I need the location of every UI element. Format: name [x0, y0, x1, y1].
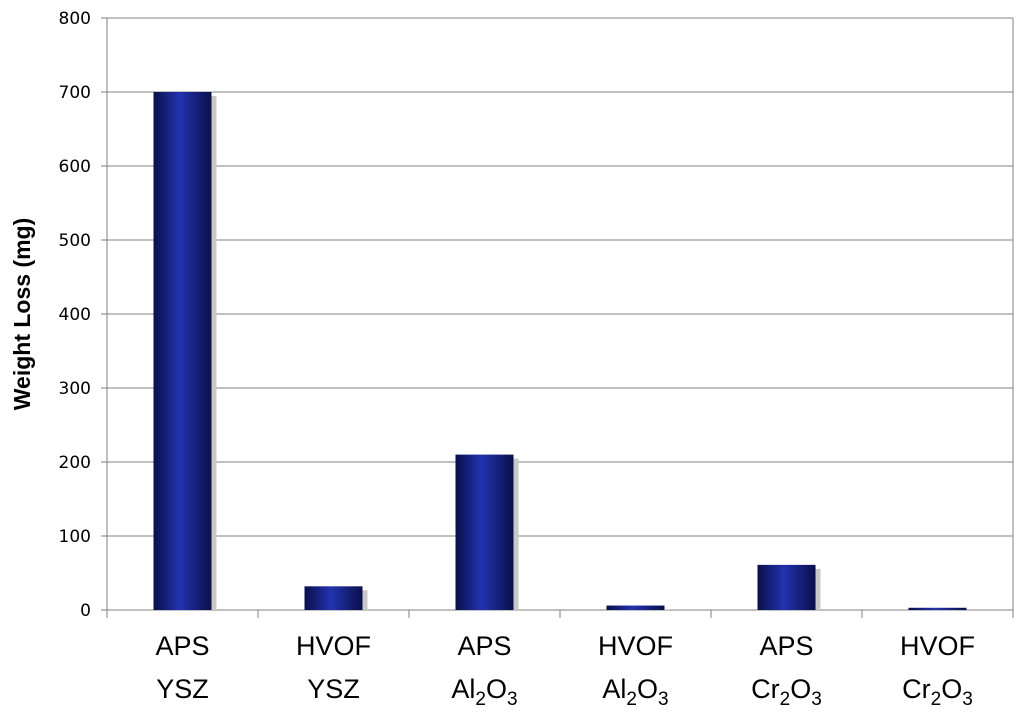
bar — [153, 92, 212, 610]
bar — [304, 586, 363, 610]
x-category-label-line1: HVOF — [598, 631, 673, 661]
gridlines — [107, 17, 1014, 610]
y-tick-labels: 0 100 200 300 400 500 600 700 800 — [59, 9, 91, 621]
x-category-label-line2: YSZ — [156, 674, 209, 704]
axes — [101, 17, 1014, 618]
y-tick-label: 300 — [59, 379, 91, 399]
y-tick-label: 100 — [59, 527, 91, 547]
x-category-label-line1: APS — [457, 631, 511, 661]
bar — [908, 607, 967, 610]
x-category-label-line2: Al2O3 — [602, 674, 668, 710]
y-tick-label: 700 — [59, 83, 91, 103]
x-category-labels: APS YSZ HVOF YSZ APS Al2O3 HVOF Al2O3 APS Cr2O3 HV… — [155, 631, 975, 710]
y-tick-label: 500 — [59, 231, 91, 251]
bars — [153, 92, 967, 610]
x-category-label-line1: APS — [155, 631, 209, 661]
x-category-label-line2: YSZ — [307, 674, 360, 704]
y-tick-label: 400 — [59, 305, 91, 325]
x-category-label-line1: HVOF — [900, 631, 975, 661]
y-tick-label: 200 — [59, 453, 91, 473]
x-category-label-line1: HVOF — [296, 631, 371, 661]
y-tick-label: 600 — [59, 157, 91, 177]
y-axis-label: Weight Loss (mg) — [9, 218, 35, 411]
y-tick-label: 800 — [59, 9, 91, 29]
bar — [606, 605, 665, 610]
x-category-label-line2: Cr2O3 — [751, 674, 822, 710]
x-category-label-line2: Al2O3 — [451, 674, 517, 710]
x-category-label-line2: Cr2O3 — [902, 674, 973, 710]
bar — [757, 564, 816, 610]
bar — [455, 454, 514, 610]
x-category-label-line1: APS — [759, 631, 813, 661]
y-tick-label: 0 — [80, 601, 91, 621]
